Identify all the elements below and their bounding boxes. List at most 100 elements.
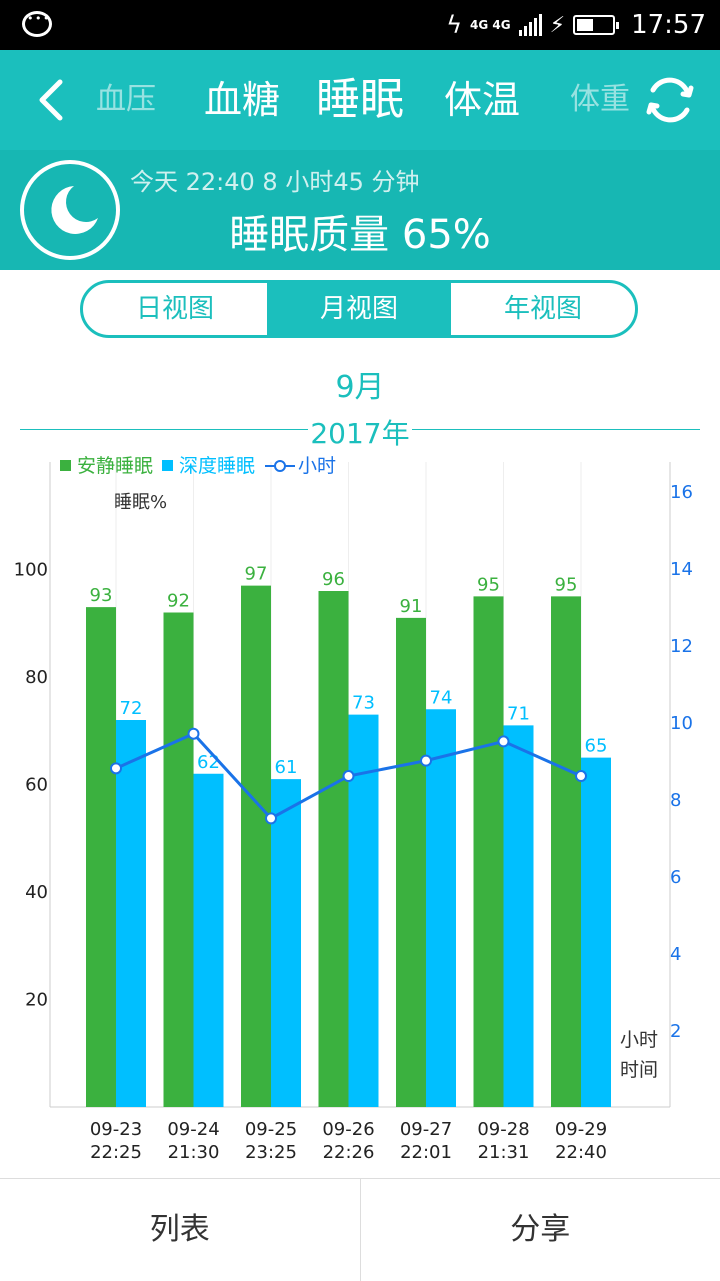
y2-axis-title-1: 小时 xyxy=(620,1029,658,1051)
x-tick-date: 09-26 xyxy=(322,1119,374,1140)
x-tick-time: 22:40 xyxy=(555,1142,607,1163)
hours-point xyxy=(576,771,586,781)
bar-label-quiet-sleep: 95 xyxy=(555,574,578,595)
y2-tick-label: 6 xyxy=(670,867,681,888)
tab-blood-pressure[interactable]: 血压 xyxy=(96,50,156,150)
y-axis-title: 睡眠% xyxy=(114,492,167,513)
bar-deep-sleep xyxy=(504,725,534,1107)
bar-quiet-sleep xyxy=(164,613,194,1108)
y2-tick-label: 14 xyxy=(670,559,693,580)
x-tick-date: 09-25 xyxy=(245,1119,297,1140)
list-button[interactable]: 列表 xyxy=(0,1179,360,1281)
bar-quiet-sleep xyxy=(551,596,581,1107)
year-view-option[interactable]: 年视图 xyxy=(451,283,635,335)
y-tick-label: 40 xyxy=(25,882,48,903)
legend-label-deep: 深度睡眠 xyxy=(179,455,255,477)
sync-icon: ϟ xyxy=(446,11,462,39)
x-tick-date: 09-29 xyxy=(555,1119,607,1140)
y2-axis-title-2: 时间 xyxy=(620,1059,658,1081)
bottom-bar: 列表 分享 xyxy=(0,1178,720,1281)
bar-label-deep-sleep: 74 xyxy=(430,687,453,708)
y2-tick-label: 12 xyxy=(670,636,693,657)
y2-tick-label: 16 xyxy=(670,482,693,503)
bar-label-quiet-sleep: 91 xyxy=(400,596,423,617)
status-bar: ϟ 4G 4G ⚡ 17:57 xyxy=(0,0,720,50)
bar-label-deep-sleep: 65 xyxy=(585,736,608,757)
year-divider: 2017年 xyxy=(20,412,700,448)
view-toggle: 日视图 月视图 年视图 xyxy=(80,280,638,338)
refresh-icon[interactable] xyxy=(642,72,698,128)
signal-icon xyxy=(519,14,542,36)
year-label: 2017年 xyxy=(20,412,700,452)
message-icon xyxy=(22,11,52,37)
x-tick-time: 22:01 xyxy=(400,1142,452,1163)
hours-point xyxy=(344,771,354,781)
bar-label-deep-sleep: 61 xyxy=(275,757,298,778)
sleep-detail: 今天 22:40 8 小时45 分钟 xyxy=(130,162,420,197)
y2-tick-label: 2 xyxy=(670,1021,681,1042)
hours-point xyxy=(499,736,509,746)
day-view-option[interactable]: 日视图 xyxy=(83,283,267,335)
share-button[interactable]: 分享 xyxy=(360,1179,720,1281)
category-header: 血压 血糖 睡眠 体温 体重 xyxy=(0,50,720,150)
bar-label-deep-sleep: 72 xyxy=(120,698,143,719)
hours-point xyxy=(111,763,121,773)
x-tick-date: 09-27 xyxy=(400,1119,452,1140)
tab-weight[interactable]: 体重 xyxy=(570,50,630,150)
bar-label-deep-sleep: 71 xyxy=(507,703,530,724)
bar-label-quiet-sleep: 95 xyxy=(477,574,500,595)
hours-point xyxy=(266,813,276,823)
y-tick-label: 20 xyxy=(25,990,48,1011)
back-arrow-icon[interactable] xyxy=(34,78,74,122)
bar-quiet-sleep xyxy=(86,607,116,1107)
tab-sleep[interactable]: 睡眠 xyxy=(316,50,404,150)
x-tick-time: 21:30 xyxy=(168,1142,220,1163)
sleep-quality: 睡眠质量 65% xyxy=(0,202,720,260)
x-tick-date: 09-28 xyxy=(477,1119,529,1140)
y2-tick-label: 4 xyxy=(670,944,681,965)
x-tick-time: 21:31 xyxy=(478,1142,530,1163)
y2-tick-label: 10 xyxy=(670,713,693,734)
bar-label-quiet-sleep: 96 xyxy=(322,569,345,590)
y2-tick-label: 8 xyxy=(670,790,681,811)
y-tick-label: 60 xyxy=(25,775,48,796)
bar-quiet-sleep xyxy=(474,596,504,1107)
tab-temperature[interactable]: 体温 xyxy=(444,50,520,150)
legend-marker-hours xyxy=(275,461,285,471)
month-view-option[interactable]: 月视图 xyxy=(267,283,451,335)
bar-label-quiet-sleep: 97 xyxy=(245,564,268,585)
bar-deep-sleep xyxy=(116,720,146,1107)
bar-label-quiet-sleep: 93 xyxy=(90,585,113,606)
sleep-summary: 今天 22:40 8 小时45 分钟 睡眠质量 65% xyxy=(0,150,720,270)
hours-point xyxy=(421,756,431,766)
network-type: 4G 4G xyxy=(470,19,511,31)
clock: 17:57 xyxy=(631,10,706,40)
bar-quiet-sleep xyxy=(396,618,426,1107)
month-label: 9月 xyxy=(0,362,720,406)
bar-quiet-sleep xyxy=(241,586,271,1107)
battery-icon xyxy=(573,15,615,35)
y-tick-label: 100 xyxy=(14,560,48,581)
hours-point xyxy=(189,729,199,739)
charging-icon: ⚡ xyxy=(550,13,565,38)
legend-swatch-quiet xyxy=(60,460,71,471)
bar-deep-sleep xyxy=(581,758,611,1107)
legend-swatch-deep xyxy=(162,460,173,471)
x-tick-time: 23:25 xyxy=(245,1142,297,1163)
bar-deep-sleep xyxy=(194,774,224,1107)
legend-label-quiet: 安静睡眠 xyxy=(77,455,153,477)
x-tick-time: 22:25 xyxy=(90,1142,142,1163)
bar-deep-sleep xyxy=(271,779,301,1107)
sleep-chart: 20406080100246810121416安静睡眠深度睡眠小时睡眠%小时时间… xyxy=(0,450,720,1170)
legend-label-hours: 小时 xyxy=(298,455,336,477)
bar-deep-sleep xyxy=(426,709,456,1107)
bar-label-deep-sleep: 62 xyxy=(197,752,220,773)
x-tick-time: 22:26 xyxy=(323,1142,375,1163)
bar-label-quiet-sleep: 92 xyxy=(167,591,190,612)
bar-label-deep-sleep: 73 xyxy=(352,693,375,714)
y-tick-label: 80 xyxy=(25,667,48,688)
tab-blood-sugar[interactable]: 血糖 xyxy=(204,50,280,150)
x-tick-date: 09-23 xyxy=(90,1119,142,1140)
x-tick-date: 09-24 xyxy=(167,1119,219,1140)
bar-quiet-sleep xyxy=(319,591,349,1107)
